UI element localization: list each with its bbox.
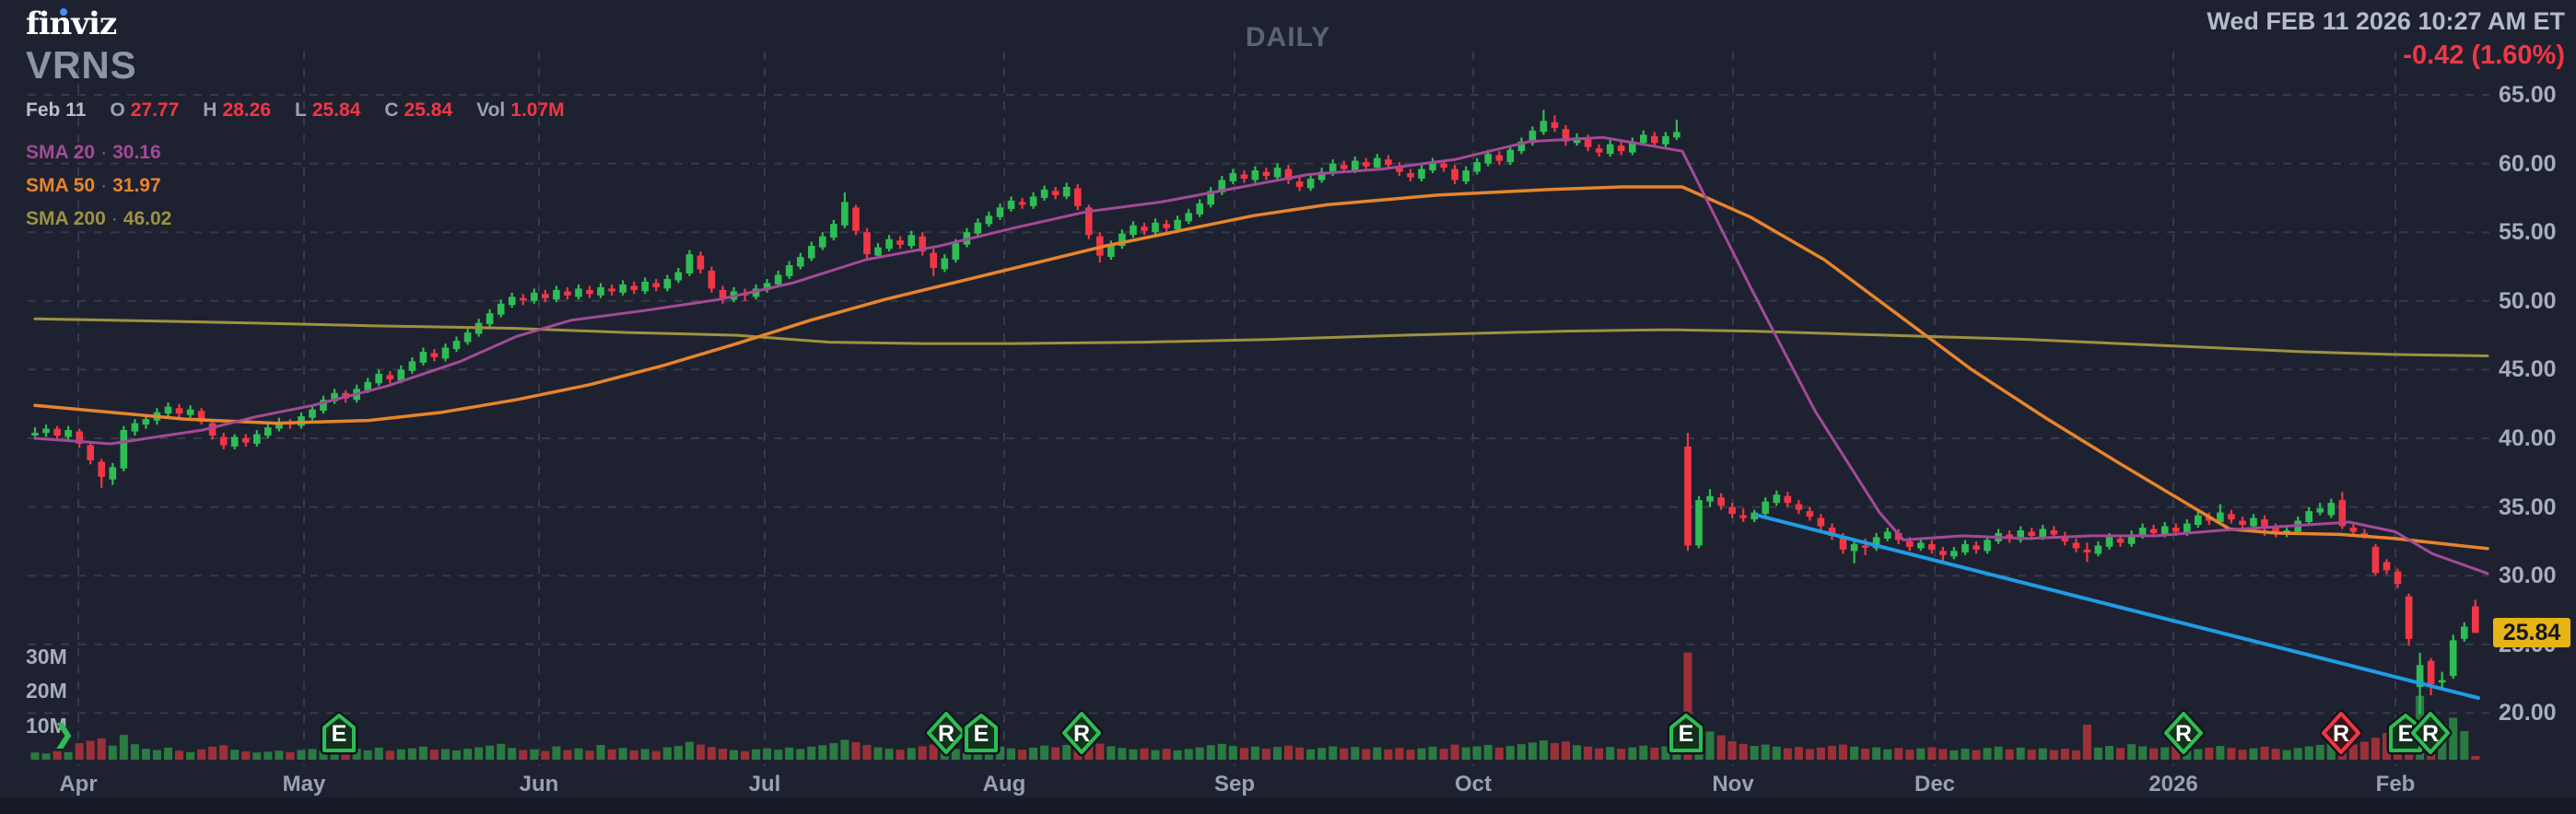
price-axis-label: 35.00 xyxy=(2499,494,2557,520)
price-axis-label: 40.00 xyxy=(2499,425,2557,451)
event-badge-R[interactable]: R xyxy=(2319,709,2363,757)
month-label: Jul xyxy=(748,772,781,797)
svg-text:R: R xyxy=(2333,721,2349,747)
month-label: Apr xyxy=(59,772,98,797)
price-axis-label: 45.00 xyxy=(2499,356,2557,383)
svg-text:E: E xyxy=(1679,721,1694,747)
month-label: Jun xyxy=(519,772,559,797)
month-label: 2026 xyxy=(2149,772,2198,797)
low-value: L 25.84 xyxy=(295,99,361,121)
svg-text:E: E xyxy=(332,721,347,747)
chart-start-chevron-icon: ❯ xyxy=(53,720,75,748)
month-label: May xyxy=(282,772,326,797)
month-label: Sep xyxy=(1213,772,1255,797)
sma200-legend-row: SMA 200 · 46.02 xyxy=(26,208,172,229)
event-badge-R[interactable]: R xyxy=(2161,709,2206,757)
open-value: O 27.77 xyxy=(110,99,180,121)
event-badge-E[interactable]: E xyxy=(962,711,1001,755)
volume-axis-label: 10M xyxy=(26,713,67,738)
logo-blue-dot-icon xyxy=(60,8,67,16)
price-axis-label: 65.00 xyxy=(2499,82,2557,108)
svg-text:R: R xyxy=(938,721,954,747)
volume-axis-label: 20M xyxy=(26,679,67,704)
event-badge-R[interactable]: R xyxy=(1060,709,1104,757)
ticker-symbol: VRNS xyxy=(26,43,137,87)
price-axis-label: 20.00 xyxy=(2499,700,2557,727)
high-value: H 28.26 xyxy=(203,99,272,121)
month-label: Feb xyxy=(2375,772,2416,797)
price-axis-label: 50.00 xyxy=(2499,287,2557,314)
price-change-label: -0.42 (1.60%) xyxy=(2403,41,2565,70)
month-label: Oct xyxy=(1454,772,1492,797)
event-badge-R[interactable]: R xyxy=(924,709,968,757)
svg-text:R: R xyxy=(1073,721,1090,747)
volume-value: Vol 1.07M xyxy=(476,99,565,121)
event-badge-R[interactable]: R xyxy=(2408,709,2453,757)
close-value: C 25.84 xyxy=(384,99,453,121)
ohlc-row: Feb 11 O 27.77 H 28.26 L 25.84 C 25.84 Vol 1.… xyxy=(26,99,565,122)
finviz-logo[interactable]: finviz xyxy=(26,6,117,42)
ohlc-date: Feb 11 xyxy=(26,99,87,121)
sma-legend: SMA 20 · 30.16 SMA 50 · 31.97 SMA 200 · 46.02 xyxy=(26,136,565,236)
price-axis-label: 55.00 xyxy=(2499,219,2557,246)
bottom-strip xyxy=(0,797,2576,814)
volume-axis-label: 30M xyxy=(26,645,67,669)
event-badge-E[interactable]: E xyxy=(320,711,358,755)
svg-text:E: E xyxy=(2398,721,2414,747)
svg-text:R: R xyxy=(2175,721,2192,747)
event-badge-E[interactable]: E xyxy=(1667,711,1705,755)
current-price-badge: 25.84 xyxy=(2493,618,2570,648)
svg-text:R: R xyxy=(2422,721,2439,747)
svg-text:E: E xyxy=(974,721,989,747)
chart-header: finviz VRNS Feb 11 O 27.77 H 28.26 L 25.84 … xyxy=(26,6,565,236)
month-label: Nov xyxy=(1712,772,1754,797)
price-axis-label: 30.00 xyxy=(2499,563,2557,589)
month-label: Aug xyxy=(982,772,1026,797)
datetime-label: Wed FEB 11 2026 10:27 AM ET xyxy=(2207,7,2565,35)
sma50-legend-row: SMA 50 · 31.97 xyxy=(26,175,161,196)
timeframe-label: DAILY xyxy=(1245,22,1331,52)
sma20-legend-row: SMA 20 · 30.16 xyxy=(26,142,161,163)
month-label: Dec xyxy=(1914,772,1956,797)
price-axis-label: 60.00 xyxy=(2499,150,2557,177)
